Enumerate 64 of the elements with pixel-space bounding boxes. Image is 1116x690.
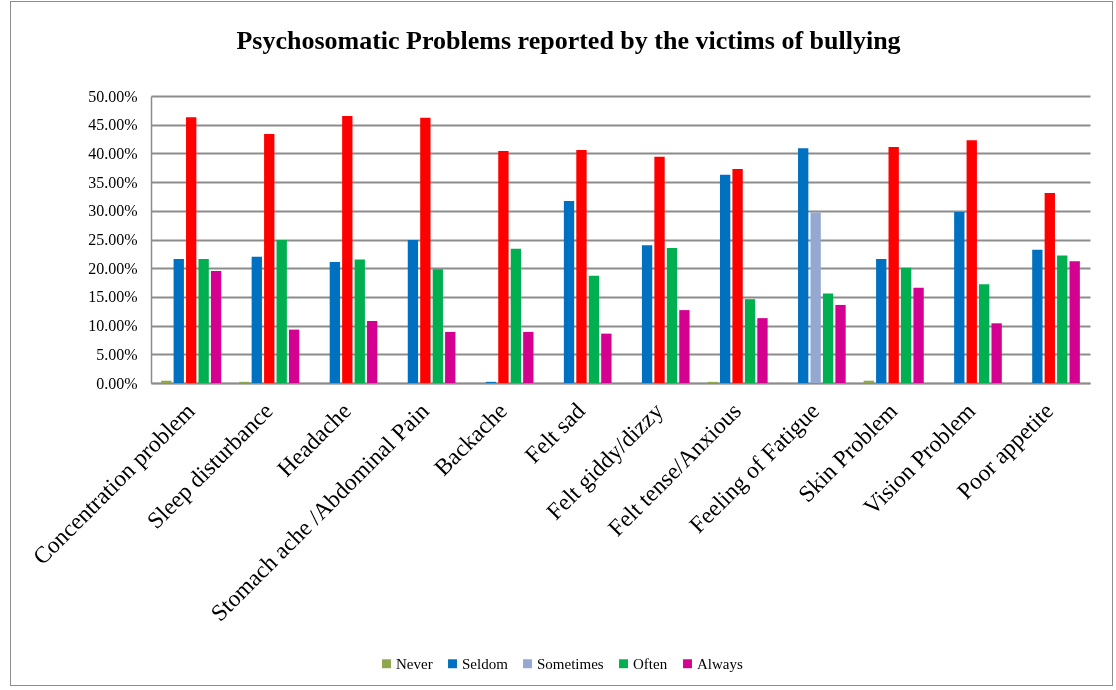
bar	[1069, 261, 1080, 383]
chart-title: Psychosomatic Problems reported by the victims of bullying	[236, 26, 901, 55]
bar	[641, 245, 653, 383]
bar	[288, 329, 300, 383]
bar	[810, 212, 821, 383]
y-tick-label: 25.00%	[88, 231, 138, 248]
y-tick-label: 45.00%	[88, 116, 138, 134]
y-tick-label: 0.00%	[96, 374, 138, 392]
bar	[276, 240, 287, 383]
legend-label: Often	[633, 655, 668, 672]
bar	[798, 148, 809, 383]
legend-label: Never	[396, 655, 433, 672]
bar	[654, 156, 665, 383]
bar	[835, 304, 846, 383]
y-tick-label: 20.00%	[88, 259, 138, 277]
bar	[954, 211, 965, 383]
legend-label: Sometimes	[537, 655, 604, 672]
y-tick-label: 40.00%	[88, 144, 138, 162]
bar	[757, 318, 768, 383]
bar	[367, 321, 378, 383]
bar	[407, 240, 419, 383]
bar	[173, 259, 184, 383]
bar	[991, 323, 1002, 383]
bar	[601, 333, 612, 383]
bar	[822, 293, 834, 383]
y-tick-label: 15.00%	[88, 288, 138, 306]
bar	[251, 256, 262, 383]
y-tick-label: 5.00%	[96, 345, 138, 363]
bar	[588, 275, 600, 383]
bar	[1032, 249, 1043, 383]
legend-label: Always	[697, 655, 743, 672]
bar	[498, 151, 509, 383]
bar	[1044, 193, 1055, 383]
bar	[744, 299, 756, 383]
bar	[732, 168, 743, 383]
bar	[445, 331, 456, 383]
bar	[264, 133, 275, 383]
bar	[966, 140, 977, 383]
y-tick-label: 50.00%	[88, 87, 138, 105]
bar	[210, 271, 222, 383]
bar	[354, 259, 365, 383]
bar	[719, 174, 731, 383]
bar	[510, 248, 522, 383]
bar	[432, 269, 443, 383]
bar	[186, 117, 197, 383]
bar	[198, 259, 209, 383]
bar	[329, 261, 341, 383]
legend-label: Seldom	[462, 655, 509, 672]
bar	[679, 310, 690, 383]
bar	[979, 284, 990, 383]
bar	[342, 116, 353, 383]
bar	[523, 331, 534, 383]
bar	[888, 147, 899, 383]
bar	[1057, 255, 1068, 383]
y-tick-label: 35.00%	[88, 173, 138, 191]
y-tick-label: 10.00%	[88, 317, 138, 335]
bar	[900, 267, 912, 383]
bar	[420, 117, 431, 383]
bar	[876, 259, 887, 383]
bar	[563, 201, 575, 383]
bar	[913, 287, 924, 383]
y-tick-label: 30.00%	[88, 202, 138, 220]
bar	[576, 149, 587, 383]
bar	[666, 248, 678, 383]
